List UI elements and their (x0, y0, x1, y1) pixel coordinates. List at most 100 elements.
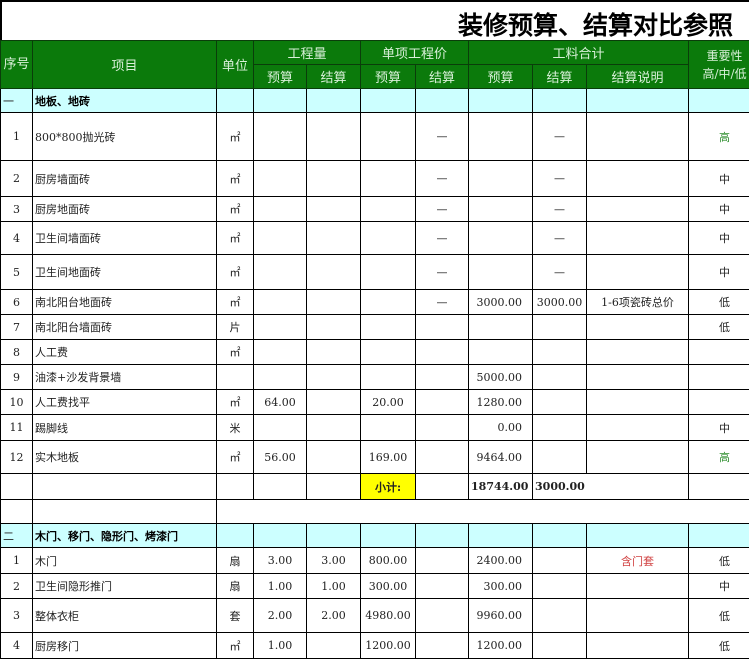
qty-settle[interactable] (305, 160, 362, 197)
qty-settle[interactable] (305, 389, 362, 415)
empty-cell[interactable] (253, 88, 307, 113)
empty-cell[interactable] (468, 88, 534, 113)
unit[interactable]: ㎡ (216, 632, 254, 659)
qty-budget[interactable]: 64.00 (253, 389, 307, 415)
item-name[interactable]: 卫生间隐形推门 (32, 573, 217, 599)
total-settle[interactable]: 3000.00 (532, 289, 588, 315)
qty-budget[interactable] (253, 364, 307, 390)
qty-settle[interactable]: 1.00 (305, 573, 362, 599)
empty-cell[interactable] (415, 523, 470, 548)
unit[interactable]: ㎡ (216, 160, 254, 197)
price-settle[interactable] (415, 389, 470, 415)
importance[interactable]: 低 (688, 598, 749, 633)
qty-settle[interactable] (305, 289, 362, 315)
empty-cell[interactable] (415, 88, 470, 113)
empty-cell[interactable] (32, 473, 217, 500)
price-settle[interactable] (415, 314, 470, 340)
total-budget[interactable] (468, 196, 534, 222)
qty-settle[interactable] (305, 414, 362, 441)
qty-settle[interactable] (305, 196, 362, 222)
item-name[interactable]: 卫生间墙面砖 (32, 221, 217, 255)
total-settle[interactable] (532, 339, 588, 365)
importance[interactable] (688, 364, 749, 390)
qty-settle[interactable]: 3.00 (305, 547, 362, 574)
empty-cell[interactable] (468, 523, 534, 548)
importance[interactable]: 低 (688, 632, 749, 659)
settle-note[interactable] (586, 339, 690, 365)
settle-note[interactable]: 1-6项瓷砖总价 (586, 289, 690, 315)
section-name[interactable]: 木门、移门、隐形门、烤漆门 (32, 523, 217, 548)
importance[interactable] (688, 389, 749, 415)
row-number[interactable]: 4 (0, 632, 33, 659)
qty-budget[interactable] (253, 254, 307, 290)
settle-note[interactable] (586, 112, 690, 161)
row-number[interactable]: 9 (0, 364, 33, 390)
row-number[interactable]: 1 (0, 547, 33, 574)
total-budget[interactable]: 0.00 (468, 414, 534, 441)
row-number[interactable]: 4 (0, 221, 33, 255)
price-settle[interactable] (415, 598, 470, 633)
section-name[interactable]: 地板、地砖 (32, 88, 217, 113)
qty-settle[interactable] (305, 314, 362, 340)
qty-budget[interactable] (253, 289, 307, 315)
price-budget[interactable] (360, 289, 417, 315)
total-settle[interactable]: — (532, 196, 588, 222)
item-name[interactable]: 木门 (32, 547, 217, 574)
settle-note[interactable] (586, 598, 690, 633)
total-budget[interactable]: 2400.00 (468, 547, 534, 574)
item-name[interactable]: 南北阳台地面砖 (32, 289, 217, 315)
item-name[interactable]: 人工费 (32, 339, 217, 365)
unit[interactable]: 扇 (216, 547, 254, 574)
item-name[interactable]: 踢脚线 (32, 414, 217, 441)
item-name[interactable]: 整体衣柜 (32, 598, 217, 633)
total-settle[interactable] (532, 364, 588, 390)
row-number[interactable]: 2 (0, 160, 33, 197)
empty-cell[interactable] (532, 88, 588, 113)
price-budget[interactable]: 20.00 (360, 389, 417, 415)
importance[interactable]: 中 (688, 254, 749, 290)
importance[interactable]: 中 (688, 414, 749, 441)
row-number[interactable]: 5 (0, 254, 33, 290)
unit[interactable]: ㎡ (216, 112, 254, 161)
empty-cell[interactable] (586, 473, 690, 500)
empty-cell[interactable] (586, 523, 690, 548)
price-budget[interactable] (360, 414, 417, 441)
item-name[interactable]: 南北阳台墙面砖 (32, 314, 217, 340)
row-number[interactable]: 10 (0, 389, 33, 415)
row-number[interactable]: 1 (0, 112, 33, 161)
price-settle[interactable]: — (415, 289, 470, 315)
total-budget[interactable] (468, 254, 534, 290)
price-budget[interactable]: 300.00 (360, 573, 417, 599)
empty-cell[interactable] (305, 523, 362, 548)
section-number[interactable]: 二 (0, 523, 33, 548)
total-settle[interactable] (532, 314, 588, 340)
row-number[interactable]: 3 (0, 196, 33, 222)
price-budget[interactable] (360, 196, 417, 222)
qty-budget[interactable] (253, 221, 307, 255)
price-settle[interactable] (415, 339, 470, 365)
qty-settle[interactable] (305, 254, 362, 290)
total-budget[interactable]: 300.00 (468, 573, 534, 599)
total-budget[interactable]: 3000.00 (468, 289, 534, 315)
qty-budget[interactable]: 56.00 (253, 440, 307, 474)
qty-budget[interactable] (253, 339, 307, 365)
unit[interactable]: 套 (216, 598, 254, 633)
importance[interactable]: 中 (688, 160, 749, 197)
importance[interactable] (688, 339, 749, 365)
price-settle[interactable]: — (415, 196, 470, 222)
total-budget[interactable]: 1200.00 (468, 632, 534, 659)
qty-settle[interactable] (305, 339, 362, 365)
total-settle[interactable]: — (532, 112, 588, 161)
empty-cell[interactable] (360, 88, 417, 113)
unit[interactable]: ㎡ (216, 289, 254, 315)
total-settle[interactable] (532, 440, 588, 474)
qty-settle[interactable]: 2.00 (305, 598, 362, 633)
empty-cell[interactable] (688, 523, 749, 548)
unit[interactable]: 片 (216, 314, 254, 340)
item-name[interactable]: 卫生间地面砖 (32, 254, 217, 290)
settle-note[interactable] (586, 440, 690, 474)
total-budget[interactable]: 9464.00 (468, 440, 534, 474)
settle-note[interactable] (586, 573, 690, 599)
price-settle[interactable]: — (415, 254, 470, 290)
unit[interactable] (216, 364, 254, 390)
